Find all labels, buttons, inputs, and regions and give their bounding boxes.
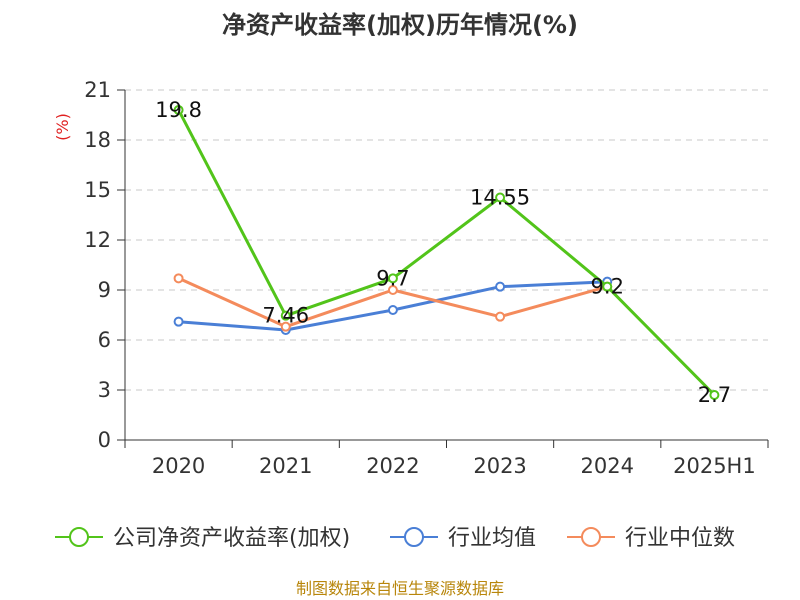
data-point (173, 273, 184, 284)
series-line (177, 108, 716, 397)
legend-item: 公司净资产收益率(加权) (55, 526, 350, 551)
y-tick-label: 12 (84, 228, 111, 252)
data-point (173, 105, 184, 115)
y-tick-label: 0 (98, 428, 111, 452)
x-tick-label: 2021 (259, 454, 312, 478)
y-tick-label: 6 (98, 328, 111, 352)
data-label: 14.55 (470, 186, 530, 210)
y-tick-label: 21 (84, 78, 111, 102)
legend-circle-marker (404, 527, 424, 547)
x-tick-label: 2025H1 (673, 454, 756, 478)
legend: 公司净资产收益率(加权) 行业均值 行业中位数 (55, 526, 735, 551)
y-tick-label: 18 (84, 128, 111, 152)
legend-item: 行业中位数 (567, 526, 735, 551)
y-tick-label: 15 (84, 178, 111, 202)
y-tick-label: 9 (98, 278, 111, 302)
legend-circle-marker (69, 527, 89, 547)
data-point (495, 192, 506, 203)
legend-circle-marker (581, 527, 601, 547)
data-label: 19.8 (155, 98, 202, 122)
data-point (387, 305, 398, 315)
legend-item: 行业均值 (390, 526, 536, 551)
data-point (387, 285, 398, 295)
gridlines (125, 89, 768, 391)
x-tick-label: 2020 (152, 454, 205, 478)
data-point (387, 273, 398, 284)
data-label: 9.2 (591, 275, 624, 299)
data-label: 2.7 (698, 383, 731, 407)
series-group (173, 276, 613, 335)
data-point (173, 316, 184, 327)
y-axis-unit-label: (%) (53, 113, 72, 141)
data-point (602, 281, 613, 292)
x-tick-label: 2024 (581, 454, 634, 478)
series-group (173, 105, 720, 400)
data-point (709, 390, 720, 400)
data-source-note: 制图数据来自恒生聚源数据库 (296, 579, 504, 598)
legend-label: 行业均值 (448, 526, 536, 551)
y-tick-label: 3 (98, 378, 111, 402)
x-tick-label: 2023 (473, 454, 526, 478)
axes: 0 3 6 9 12 15 18 21 2020 2021 2022 2023 2024 2025H1 (84, 78, 769, 478)
data-point (495, 281, 506, 292)
data-point (495, 311, 506, 322)
legend-label: 行业中位数 (625, 526, 735, 551)
legend-label: 公司净资产收益率(加权) (113, 526, 350, 551)
x-tick-label: 2022 (366, 454, 419, 478)
data-point (280, 321, 291, 332)
data-point (280, 310, 291, 321)
data-label: 9.7 (376, 266, 409, 290)
series-lines (173, 105, 720, 400)
data-label: 7.46 (262, 304, 309, 328)
data-labels: 19.8 7.46 9.7 14.55 9.2 2.7 (155, 98, 731, 407)
chart-title: 净资产收益率(加权)历年情况(%) (222, 11, 578, 39)
